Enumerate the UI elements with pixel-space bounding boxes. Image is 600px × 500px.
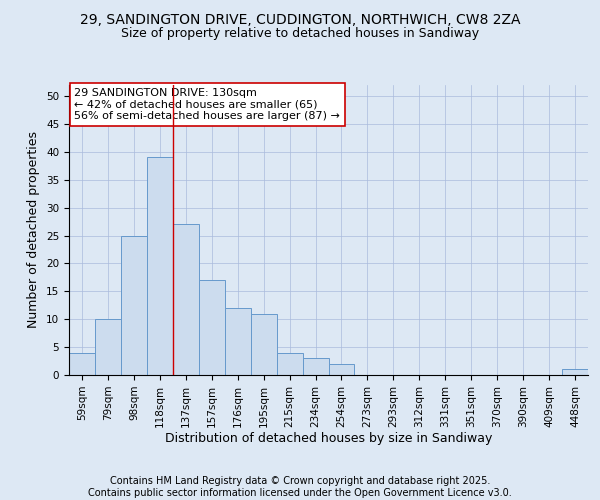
Bar xyxy=(562,370,588,375)
X-axis label: Distribution of detached houses by size in Sandiway: Distribution of detached houses by size … xyxy=(165,432,492,446)
Bar xyxy=(225,308,251,375)
Bar xyxy=(302,358,329,375)
Y-axis label: Number of detached properties: Number of detached properties xyxy=(28,132,40,328)
Bar xyxy=(121,236,147,375)
Text: 29, SANDINGTON DRIVE, CUDDINGTON, NORTHWICH, CW8 2ZA: 29, SANDINGTON DRIVE, CUDDINGTON, NORTHW… xyxy=(80,12,520,26)
Bar xyxy=(251,314,277,375)
Text: Contains HM Land Registry data © Crown copyright and database right 2025.
Contai: Contains HM Land Registry data © Crown c… xyxy=(88,476,512,498)
Bar xyxy=(173,224,199,375)
Bar xyxy=(277,352,302,375)
Bar xyxy=(329,364,355,375)
Bar xyxy=(95,319,121,375)
Bar xyxy=(199,280,224,375)
Text: Size of property relative to detached houses in Sandiway: Size of property relative to detached ho… xyxy=(121,28,479,40)
Bar xyxy=(147,158,173,375)
Text: 29 SANDINGTON DRIVE: 130sqm
← 42% of detached houses are smaller (65)
56% of sem: 29 SANDINGTON DRIVE: 130sqm ← 42% of det… xyxy=(74,88,340,121)
Bar xyxy=(69,352,95,375)
